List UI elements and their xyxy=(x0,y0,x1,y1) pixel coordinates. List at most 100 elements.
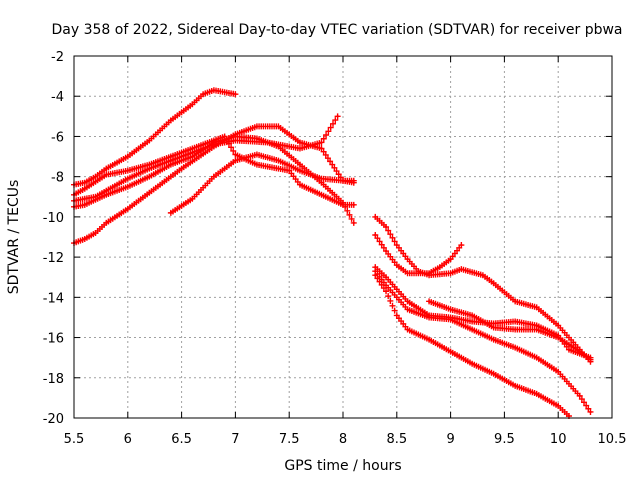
data-point xyxy=(148,139,151,142)
data-point xyxy=(234,153,237,156)
y-tick-label: -4 xyxy=(51,90,64,105)
ticks: 5.5 6 6.5 7 7.5 8 8.5 9 9.5 10 10.5 -2 -4 -6 -8 -10 -12 -… xyxy=(43,50,627,447)
data-point xyxy=(180,111,183,114)
data-point xyxy=(460,267,463,271)
data-point xyxy=(320,141,323,144)
data-point xyxy=(126,169,129,172)
series-track-12 xyxy=(426,298,594,363)
data-point xyxy=(557,404,560,408)
data-point xyxy=(513,346,517,349)
data-point xyxy=(169,155,173,158)
data-point xyxy=(126,177,129,180)
data-point xyxy=(481,274,485,277)
data-point xyxy=(427,338,431,341)
data-point xyxy=(277,159,280,162)
data-point xyxy=(352,179,355,182)
data-point xyxy=(234,93,237,96)
data-point xyxy=(567,348,571,351)
data-point xyxy=(320,177,323,180)
series-track-6 xyxy=(167,151,357,216)
data-point xyxy=(460,243,463,247)
data-point xyxy=(578,394,581,398)
data-point xyxy=(535,306,538,309)
data-point xyxy=(191,103,194,106)
series-markers xyxy=(71,113,341,204)
data-point xyxy=(212,175,216,178)
data-point xyxy=(298,163,302,166)
x-tick-label: 6 xyxy=(124,432,132,447)
x-tick-label: 9 xyxy=(446,432,454,447)
y-tick-label: -14 xyxy=(43,291,64,306)
data-point xyxy=(395,288,398,291)
data-point xyxy=(277,145,280,148)
data-point xyxy=(83,181,86,184)
data-point xyxy=(126,207,129,211)
x-tick-label: 9.5 xyxy=(494,432,515,447)
data-point xyxy=(352,221,355,225)
data-point xyxy=(557,336,560,339)
data-point xyxy=(298,183,302,186)
data-point xyxy=(83,187,86,190)
data-point xyxy=(417,272,420,275)
series-markers xyxy=(372,213,594,365)
data-point xyxy=(470,320,474,323)
data-point xyxy=(105,189,108,192)
data-point xyxy=(427,300,431,303)
data-point xyxy=(94,175,97,178)
x-tick-label: 10.5 xyxy=(598,432,627,447)
data-point xyxy=(83,237,86,241)
series-track-8 xyxy=(372,231,465,277)
data-point xyxy=(148,191,151,194)
data-point xyxy=(105,221,108,225)
series-track-5 xyxy=(71,133,357,226)
data-point xyxy=(298,169,302,172)
x-tick-label: 5.5 xyxy=(64,432,85,447)
grid xyxy=(74,56,612,418)
y-tick-label: -8 xyxy=(51,171,64,186)
y-axis-label: SDTVAR / TECUs xyxy=(6,180,22,295)
data-point xyxy=(255,137,259,140)
data-point xyxy=(169,163,173,166)
data-point xyxy=(374,265,377,269)
y-tick-label: -16 xyxy=(43,332,64,347)
data-point xyxy=(374,274,377,277)
data-point xyxy=(212,88,216,92)
data-point xyxy=(578,350,581,353)
y-tick-label: -20 xyxy=(43,412,64,427)
series-markers xyxy=(372,264,594,361)
data-point xyxy=(148,175,151,178)
data-point xyxy=(169,159,173,162)
data-point xyxy=(255,125,259,128)
data-point xyxy=(384,276,388,279)
data-point xyxy=(589,358,592,361)
data-point xyxy=(374,215,377,219)
data-point xyxy=(557,324,560,327)
x-tick-label: 7.5 xyxy=(279,432,300,447)
data-point xyxy=(406,308,409,311)
data-point xyxy=(169,211,173,215)
data-point xyxy=(406,300,409,303)
data-point xyxy=(535,324,538,327)
data-point xyxy=(384,249,388,253)
data-point xyxy=(336,115,339,118)
data-point xyxy=(449,350,452,353)
data-point xyxy=(395,296,398,299)
data-point xyxy=(105,167,108,170)
data-point xyxy=(298,141,302,144)
data-point xyxy=(449,272,452,275)
data-point xyxy=(438,265,442,269)
series-layer xyxy=(71,87,594,419)
data-point xyxy=(320,193,323,196)
data-point xyxy=(105,173,108,176)
data-point xyxy=(406,328,409,331)
data-point xyxy=(126,185,129,188)
data-point xyxy=(105,193,108,196)
data-point xyxy=(201,93,205,96)
data-point xyxy=(277,125,280,128)
y-tick-label: -6 xyxy=(51,130,64,145)
series-track-9 xyxy=(372,264,594,361)
x-tick-label: 7 xyxy=(231,432,239,447)
data-point xyxy=(148,163,151,166)
data-point xyxy=(470,362,474,365)
data-point xyxy=(255,153,259,156)
